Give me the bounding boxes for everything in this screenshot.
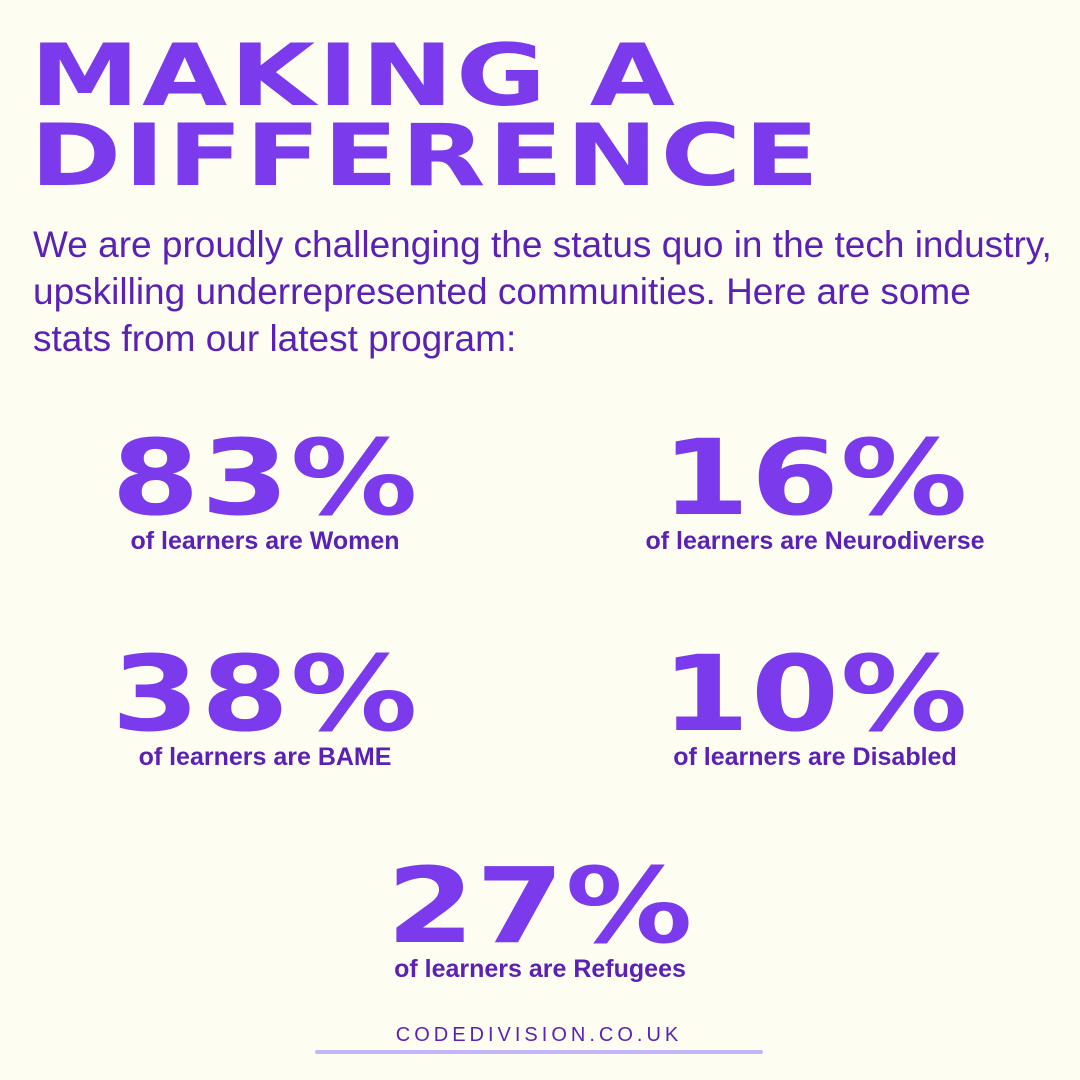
stat-label: of learners are BAME <box>138 743 392 771</box>
stat-value: 16% <box>661 417 969 539</box>
footer-underline <box>315 1050 763 1054</box>
stat-value: 10% <box>661 633 969 755</box>
title-line-1: MAKING A <box>30 26 678 126</box>
title-line-2: DIFFERENCE <box>30 106 822 206</box>
stat-label: of learners are Refugees <box>394 955 686 983</box>
stat-bame: 38% of learners are BAME <box>65 642 465 772</box>
stat-value: 27% <box>386 845 694 967</box>
stat-disabled: 10% of learners are Disabled <box>595 642 1035 772</box>
stat-label: of learners are Neurodiverse <box>645 527 985 555</box>
stat-refugees: 27% of learners are Refugees <box>340 854 740 984</box>
stat-value: 83% <box>111 417 419 539</box>
intro-text: We are proudly challenging the status qu… <box>33 224 1052 359</box>
stat-value: 38% <box>111 633 419 755</box>
stat-label: of learners are Disabled <box>673 743 957 771</box>
stat-women: 83% of learners are Women <box>65 426 465 556</box>
stat-label: of learners are Women <box>130 527 400 555</box>
website-link[interactable]: CODEDIVISION.CO.UK <box>395 1024 683 1046</box>
footer: CODEDIVISION.CO.UK <box>315 1022 763 1054</box>
stat-neurodiverse: 16% of learners are Neurodiverse <box>595 426 1035 556</box>
page-title: MAKING A DIFFERENCE <box>30 26 822 206</box>
